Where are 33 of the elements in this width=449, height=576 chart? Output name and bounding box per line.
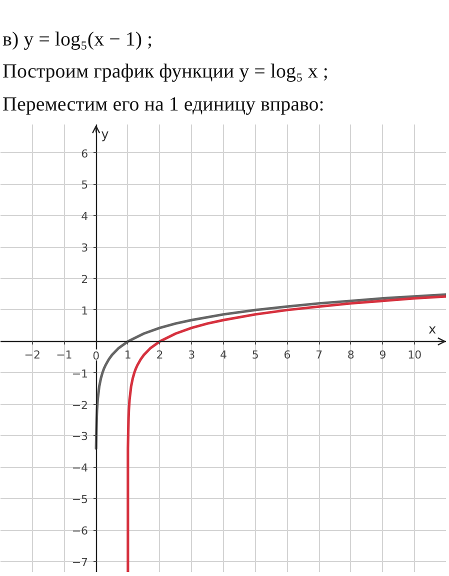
x-tick-label: −2 [24,348,40,362]
x-tick-label: 0 [92,349,100,362]
y-tick-label: 2 [81,273,88,286]
x-tick-label: 2 [156,348,164,362]
y-tick-label: 5 [81,178,88,192]
y-tick-label: −6 [72,524,88,538]
x-tick-label: 6 [284,348,291,362]
y-tick-label: 4 [81,210,88,224]
x-tick-label: 1 [124,348,132,362]
x-tick-label: 8 [347,348,354,362]
x-tick-label: 5 [252,348,259,362]
line-series [126,295,446,572]
y-tick-label: 3 [81,242,88,255]
y-tick-label: −4 [72,462,88,475]
chart-title: в) y = log₅(x − 1) ; [2,28,153,50]
y-axis-title: y [101,128,110,142]
x-tick-label: 7 [316,348,323,362]
y-tick-label: −5 [72,493,88,506]
y-tick-label: 6 [81,147,88,160]
text: Построим график функции y = log₅ x ; [2,60,328,82]
x-tick-label: 9 [379,348,386,362]
y-tick-label: −7 [72,556,88,569]
line-series [94,293,446,450]
y-tick-label: −2 [72,398,88,412]
y-tick-label: −1 [72,367,88,380]
x-tick-label: 4 [220,348,227,362]
y-tick-label: 1 [81,304,88,318]
y-tick-label: −3 [72,430,88,444]
x-tick-label: 3 [188,348,196,362]
text: Переместим его на 1 единицу вправо: [2,94,324,116]
x-tick-label: −1 [56,348,72,362]
x-axis-title: x [428,322,436,338]
x-tick-label: 10 [408,348,422,362]
